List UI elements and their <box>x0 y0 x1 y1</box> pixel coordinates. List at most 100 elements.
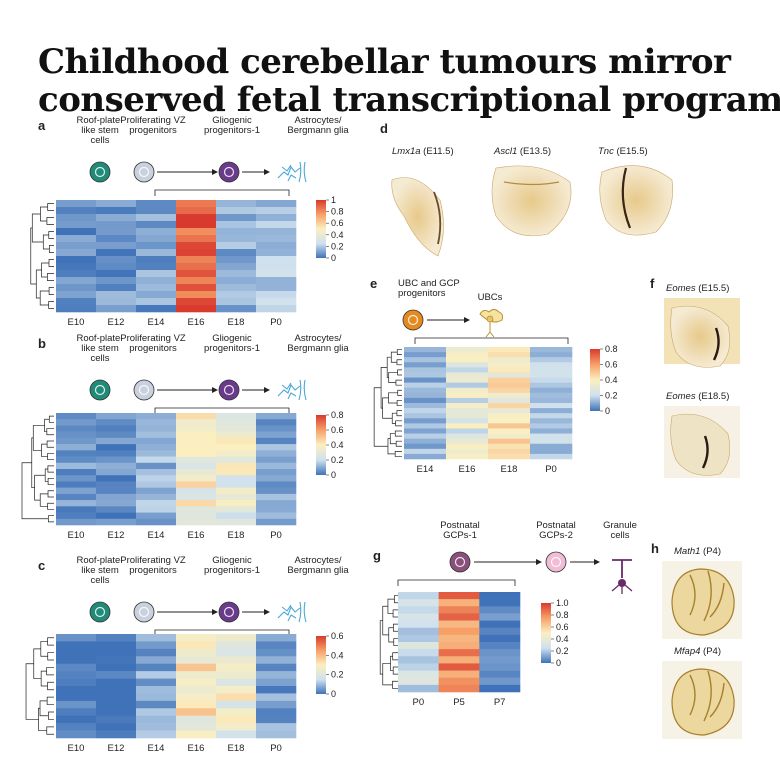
heatmap-g-cell <box>479 599 521 607</box>
heatmap-e-cell <box>488 352 531 358</box>
colorbar-tick: 0.4 <box>605 375 618 385</box>
heatmap-c-cell <box>96 641 137 650</box>
colorbar-tick: 0.2 <box>331 670 344 680</box>
cell-label: Postnatal GCPs-1 <box>440 520 480 541</box>
heatmap-e-cell <box>530 448 573 455</box>
ish-image-h-2: Mfap4 (P4) <box>662 646 742 739</box>
arrow <box>242 169 270 175</box>
heatmap-b-cell <box>216 481 257 488</box>
panel-label-b: b <box>38 336 46 351</box>
heatmap-a-cell <box>216 200 257 208</box>
heatmap-b-cell <box>56 431 97 439</box>
heatmap-e-cell <box>488 347 531 353</box>
colorbar-tick: 0.2 <box>331 241 344 251</box>
heatmap-e-cell <box>446 413 489 419</box>
heatmap-e-cell <box>530 453 573 460</box>
ish-image-1: Lmx1a (E11.5) <box>391 146 454 257</box>
heatmap-a-cell <box>176 263 217 271</box>
heatmap-b-cell <box>96 456 137 464</box>
heatmap-g-cell <box>479 620 521 629</box>
heatmap-b-cell <box>56 425 97 432</box>
heatmap-c-cell <box>96 686 137 694</box>
heatmap-b-cell <box>216 487 257 495</box>
vz-progenitor-cell-icon <box>133 601 155 623</box>
heatmap-g-cell <box>438 642 480 650</box>
ish-image-f-1: Eomes (E15.5) <box>664 283 740 368</box>
heatmap-e-cell <box>404 418 447 424</box>
heatmap-a-cell <box>216 242 257 250</box>
colorbar-g: 1.0 0.8 0.6 0.4 0.2 0 <box>541 598 569 668</box>
heatmap-g-cell <box>438 684 480 693</box>
heatmap-e-cell <box>404 392 447 399</box>
heatmap-b-cell <box>96 487 137 495</box>
ish-caption: Ascl1 (E13.5) <box>493 146 551 157</box>
heatmap-b-cell <box>56 512 97 520</box>
heatmap-c-cell <box>136 648 177 657</box>
heatmap-e-cell <box>530 413 573 419</box>
heatmap-e-cell <box>404 403 447 409</box>
heatmap-a-cell <box>56 228 97 236</box>
heatmap-b-cell <box>136 450 177 457</box>
heatmap-c-cell <box>96 671 137 679</box>
heatmap-e-cell <box>488 443 531 450</box>
ish-caption: Lmx1a (E11.5) <box>392 146 454 157</box>
panel-label-f: f <box>650 276 655 291</box>
heatmap-b-cell <box>216 469 257 476</box>
heatmap-c-cell <box>56 656 97 665</box>
heatmap-b-cell <box>56 456 97 464</box>
heatmap-e-cell <box>488 357 531 363</box>
heatmap-e-xlabel: E14 <box>417 464 434 475</box>
colorbar-tick: 0 <box>331 470 336 480</box>
heatmap-b-cell <box>96 419 137 426</box>
heatmap-a-cell <box>256 305 297 313</box>
heatmap-e-cell <box>404 438 447 445</box>
heatmap-a-cell <box>176 298 217 306</box>
heatmap-b-cell <box>96 444 137 451</box>
heatmap-b-cell <box>56 450 97 457</box>
heatmap-c-cell <box>176 648 217 657</box>
heatmap-c-cell <box>56 686 97 694</box>
heatmap-a-cell <box>136 305 177 313</box>
heatmap-e-cell <box>488 403 531 409</box>
heatmap-c-cell <box>256 723 297 731</box>
cell-label: Gliogenic progenitors-1 <box>204 555 260 576</box>
colorbar-b: 0.8 0.6 0.4 0.2 0 <box>316 410 344 480</box>
postnatal-gcp1-cell-icon <box>449 551 471 573</box>
heatmap-c-cell <box>216 700 257 709</box>
heatmap-c-cell <box>256 634 297 642</box>
heatmap-a-cell <box>56 291 97 299</box>
heatmap-b-cell <box>136 437 177 445</box>
heatmap-c-cell <box>256 656 297 665</box>
heatmap-b-cell <box>216 425 257 432</box>
heatmap-b-cell <box>256 518 297 526</box>
arrow <box>157 609 218 615</box>
heatmap-c-cell <box>176 693 217 702</box>
heatmap-b-cell <box>256 462 297 470</box>
colorbar-tick: 0 <box>331 253 336 263</box>
heatmap-b-xlabel: E18 <box>228 530 245 541</box>
heatmap-c-cell <box>216 715 257 724</box>
heatmap-c-cell <box>56 671 97 679</box>
heatmap-b-cell <box>56 481 97 488</box>
arrow <box>157 387 218 393</box>
heatmap-b-cell <box>176 518 217 526</box>
panel-label-e: e <box>370 276 377 291</box>
heatmap-e-cell <box>446 382 489 389</box>
heatmap-a-cell <box>216 270 257 278</box>
heatmap-b-cell <box>56 462 97 470</box>
heatmap-b-cell <box>256 475 297 482</box>
heatmap-a-cell <box>96 270 137 278</box>
heatmap-c-cell <box>256 686 297 694</box>
heatmap-b-cell <box>216 450 257 457</box>
heatmap-a-cell <box>136 235 177 243</box>
heatmap-b-cell <box>56 413 97 420</box>
heatmap-b-cell <box>176 512 217 520</box>
heatmap-a-cell <box>96 214 137 222</box>
dendrogram <box>379 595 398 689</box>
heatmap-g-cell <box>479 684 521 693</box>
heatmap-b-cell <box>176 419 217 426</box>
cell-label: Granule cells <box>603 520 637 541</box>
heatmap-a-cell <box>136 263 177 271</box>
heatmap-b-cell <box>136 475 177 482</box>
